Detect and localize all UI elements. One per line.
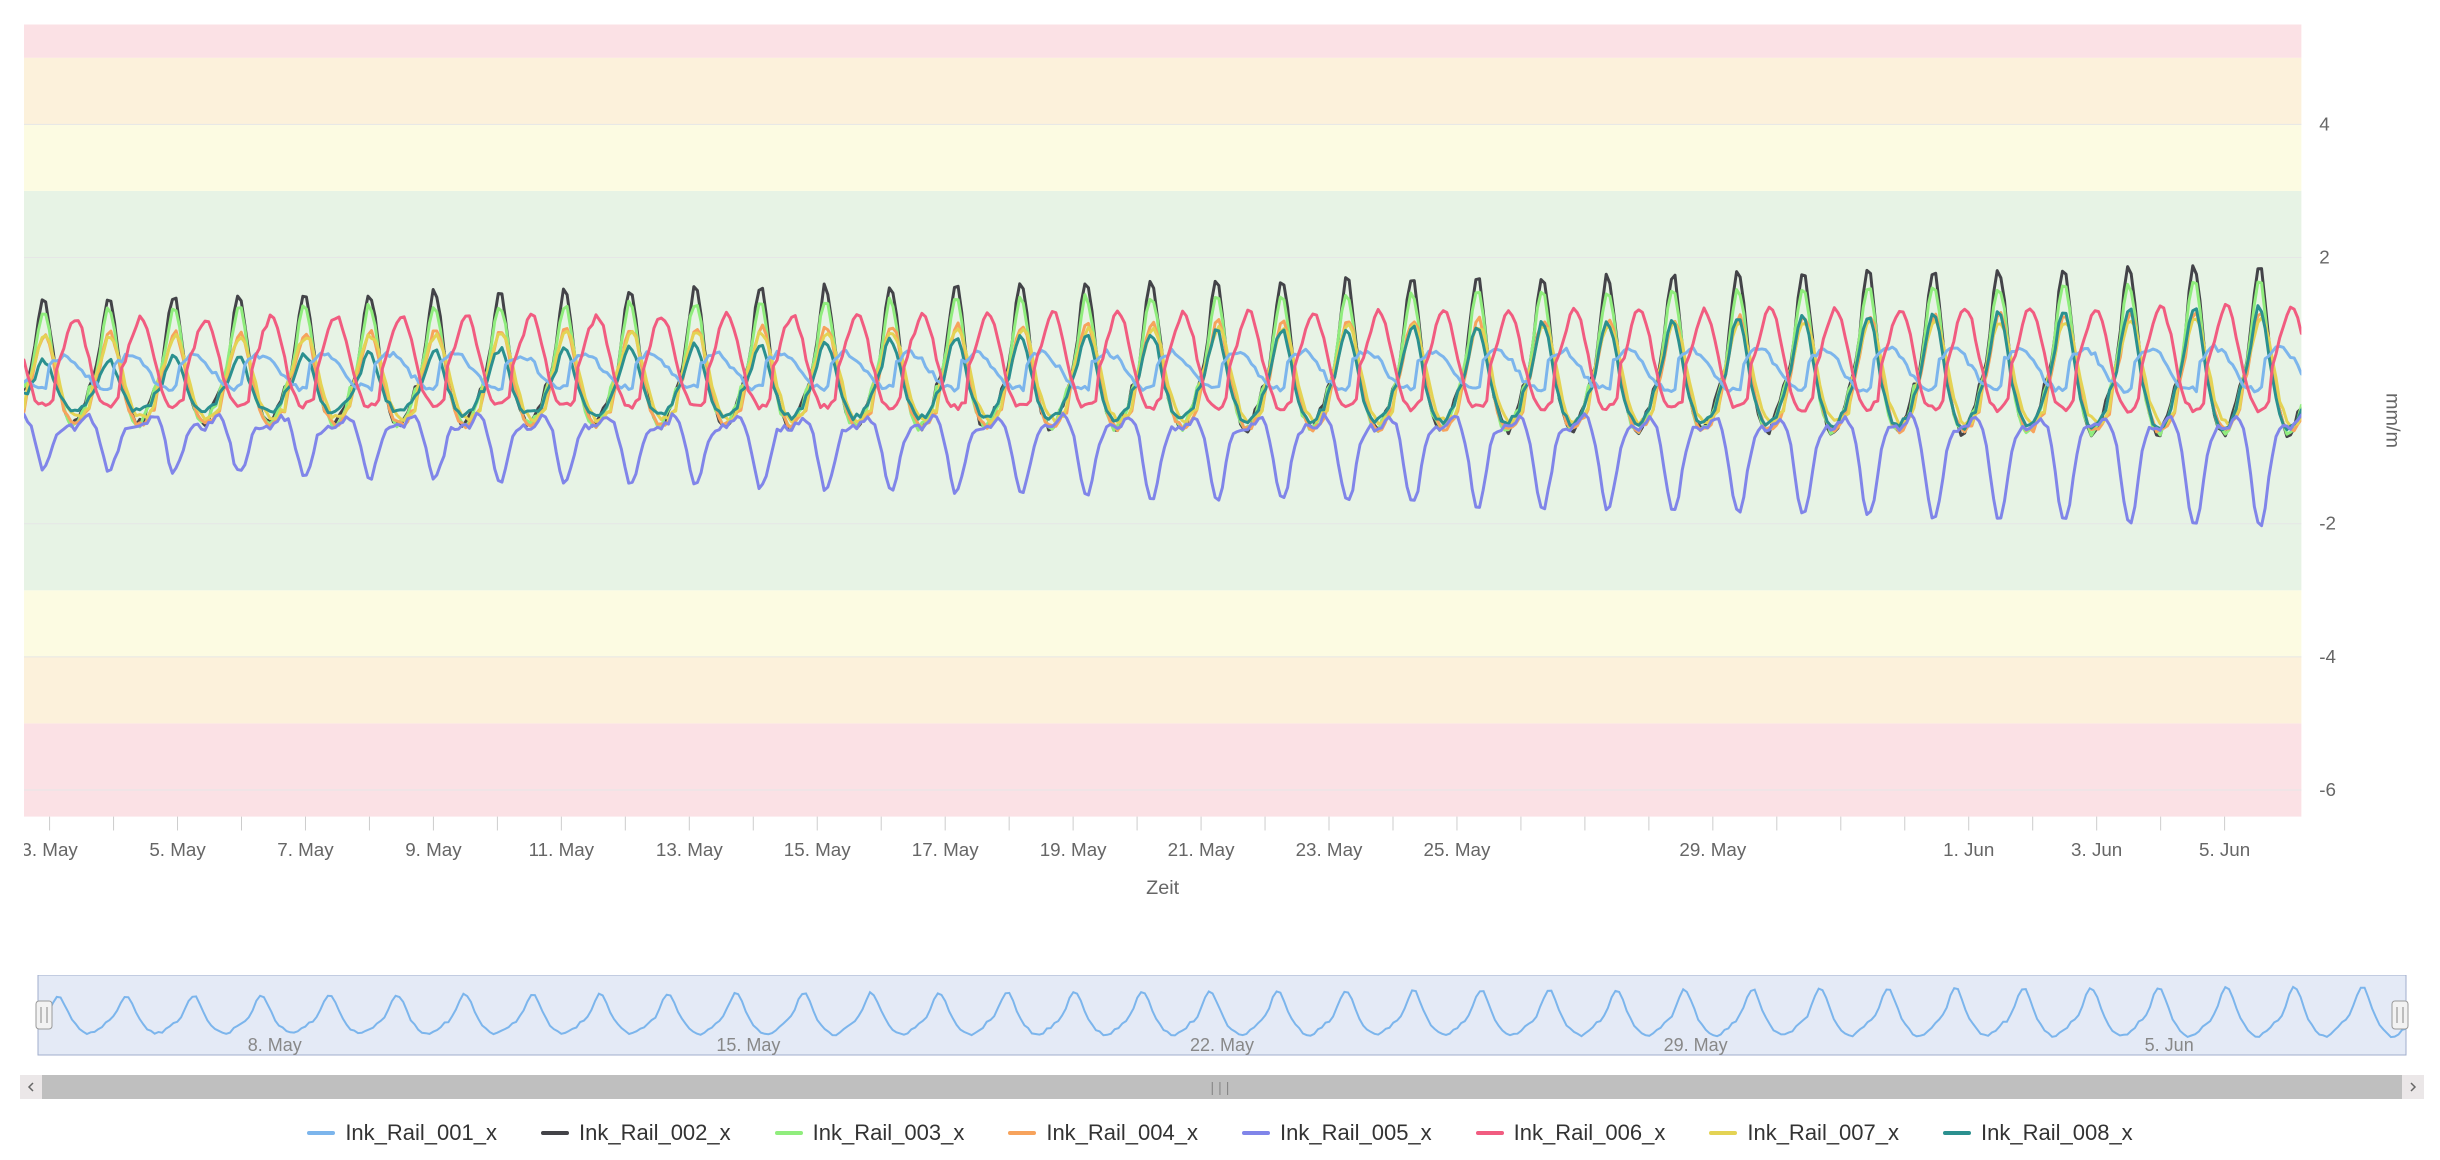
navigator-handle-left[interactable]	[36, 1001, 52, 1029]
legend-swatch	[541, 1131, 569, 1135]
x-tick-label: 5. May	[149, 839, 206, 860]
plot-band	[24, 590, 2301, 657]
navigator-tick-label: 15. May	[716, 1035, 780, 1055]
y-tick-label: -2	[2319, 513, 2336, 534]
y-axis-title: mm/m	[2382, 393, 2404, 448]
legend-label: Ink_Rail_006_x	[1514, 1120, 1666, 1146]
legend-label: Ink_Rail_001_x	[345, 1120, 497, 1146]
scrollbar[interactable]: |||	[20, 1075, 2424, 1099]
plot-band	[24, 657, 2301, 724]
navigator-tick-label: 22. May	[1190, 1035, 1254, 1055]
x-axis: 3. May 5. May 7. May 9. May 11. May 13. May 15…	[24, 817, 2250, 861]
x-tick-label: 3. Jun	[2071, 839, 2122, 860]
x-tick-label: 11. May	[529, 839, 595, 860]
legend-swatch	[775, 1131, 803, 1135]
scrollbar-grip: |||	[1211, 1079, 1234, 1095]
x-tick-label: 1. Jun	[1943, 839, 1994, 860]
x-tick-label: 17. May	[912, 839, 979, 860]
legend-swatch	[1709, 1131, 1737, 1135]
x-tick-label: 5. Jun	[2199, 839, 2250, 860]
legend-swatch	[307, 1131, 335, 1135]
scrollbar-left-button[interactable]	[20, 1075, 42, 1099]
navigator-tick-label: 8. May	[248, 1035, 302, 1055]
x-tick-label: 7. May	[277, 839, 334, 860]
navigator-area[interactable]: 8. May 15. May 22. May 29. May 5. Jun	[24, 975, 2420, 1075]
legend-label: Ink_Rail_007_x	[1747, 1120, 1899, 1146]
navigator-tick-label: 29. May	[1664, 1035, 1728, 1055]
x-axis-title: Zeit	[1146, 877, 1180, 899]
x-tick-label: 21. May	[1168, 839, 1235, 860]
chart-svg: 3. May 5. May 7. May 9. May 11. May 13. May 15…	[24, 20, 2440, 930]
legend-item[interactable]: Ink_Rail_007_x	[1709, 1120, 1899, 1146]
x-tick-label: 9. May	[405, 839, 462, 860]
plot-band	[24, 58, 2301, 125]
legend-item[interactable]: Ink_Rail_002_x	[541, 1120, 731, 1146]
legend-label: Ink_Rail_003_x	[813, 1120, 965, 1146]
legend-item[interactable]: Ink_Rail_001_x	[307, 1120, 497, 1146]
x-tick-label: 15. May	[784, 839, 851, 860]
plot-band	[24, 723, 2301, 816]
navigator-handle-right[interactable]	[2392, 1001, 2408, 1029]
scrollbar-track[interactable]: |||	[42, 1075, 2402, 1099]
legend-label: Ink_Rail_002_x	[579, 1120, 731, 1146]
legend-item[interactable]: Ink_Rail_003_x	[775, 1120, 965, 1146]
y-tick-label: 4	[2319, 113, 2329, 134]
legend-label: Ink_Rail_008_x	[1981, 1120, 2133, 1146]
legend-item[interactable]: Ink_Rail_005_x	[1242, 1120, 1432, 1146]
x-tick-label: 13. May	[656, 839, 723, 860]
x-tick-label: 19. May	[1040, 839, 1107, 860]
y-tick-label: -4	[2319, 646, 2336, 667]
legend-swatch	[1008, 1131, 1036, 1135]
chevron-left-icon	[27, 1082, 35, 1092]
legend-label: Ink_Rail_005_x	[1280, 1120, 1432, 1146]
legend-swatch	[1943, 1131, 1971, 1135]
x-tick-label: 3. May	[24, 839, 78, 860]
chart-wrapper: 3. May 5. May 7. May 9. May 11. May 13. May 15…	[0, 0, 2440, 1160]
legend-label: Ink_Rail_004_x	[1046, 1120, 1198, 1146]
y-tick-label: 2	[2319, 246, 2329, 267]
y-axis: -6 -4 -2 2 4	[2319, 113, 2336, 800]
plot-band	[24, 124, 2301, 191]
scrollbar-right-button[interactable]	[2402, 1075, 2424, 1099]
x-tick-label: 25. May	[1424, 839, 1491, 860]
legend-item[interactable]: Ink_Rail_008_x	[1943, 1120, 2133, 1146]
chevron-right-icon	[2409, 1082, 2417, 1092]
legend-swatch	[1476, 1131, 1504, 1135]
legend-item[interactable]: Ink_Rail_006_x	[1476, 1120, 1666, 1146]
x-tick-label: 29. May	[1679, 839, 1746, 860]
legend: Ink_Rail_001_x Ink_Rail_002_x Ink_Rail_003…	[0, 1115, 2440, 1146]
legend-item[interactable]: Ink_Rail_004_x	[1008, 1120, 1198, 1146]
x-tick-label: 23. May	[1296, 839, 1363, 860]
legend-swatch	[1242, 1131, 1270, 1135]
navigator-tick-label: 5. Jun	[2145, 1035, 2194, 1055]
navigator-svg[interactable]: 8. May 15. May 22. May 29. May 5. Jun	[24, 975, 2420, 1075]
chart-area: 3. May5. May7. May9. May11. May13. May15…	[24, 20, 2324, 820]
plot-band	[24, 24, 2301, 57]
y-tick-label: -6	[2319, 779, 2336, 800]
